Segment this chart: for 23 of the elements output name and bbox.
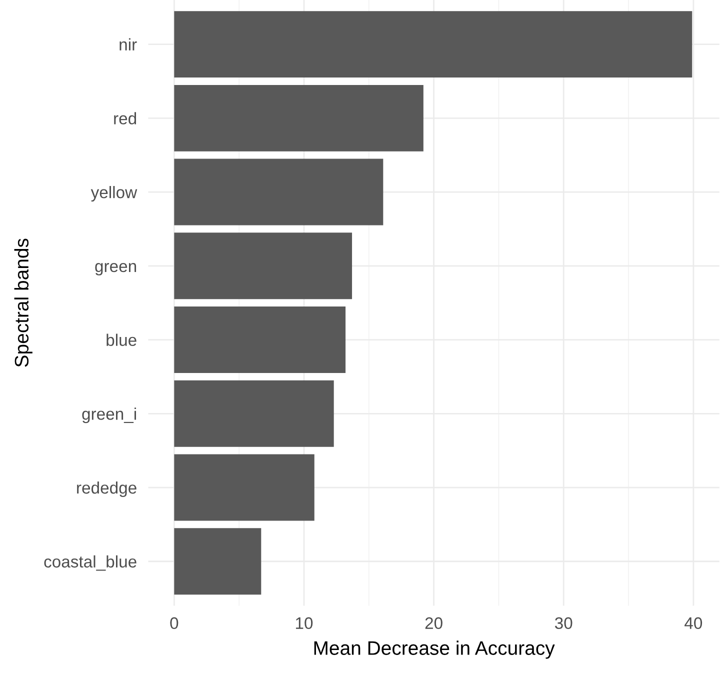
bar (174, 158, 384, 226)
bar (174, 380, 334, 447)
x-tick-label: 40 (684, 617, 702, 630)
x-tick-label: 10 (296, 617, 313, 630)
y-tick-label: green_i (82, 408, 136, 424)
bar (174, 454, 314, 521)
y-tick-label: coastal_blue (44, 555, 136, 571)
y-tick-label: blue (106, 334, 136, 346)
y-tick-label: yellow (90, 186, 138, 202)
x-tick-label: 0 (170, 617, 178, 630)
x-tick-label: 30 (554, 617, 572, 630)
bar (174, 11, 692, 78)
bar (174, 84, 424, 152)
bar (174, 306, 346, 374)
bar (174, 232, 352, 300)
y-tick-label: green (95, 262, 136, 276)
y-axis-title: Spectral bands (14, 238, 32, 367)
x-axis-title: Mean Decrease in Accuracy (314, 640, 555, 659)
x-tick-label: 20 (425, 617, 442, 630)
y-tick-label: nir (120, 38, 137, 50)
y-tick-label: red (114, 112, 136, 124)
y-tick-label: rededge (77, 481, 136, 498)
bar (174, 528, 262, 595)
